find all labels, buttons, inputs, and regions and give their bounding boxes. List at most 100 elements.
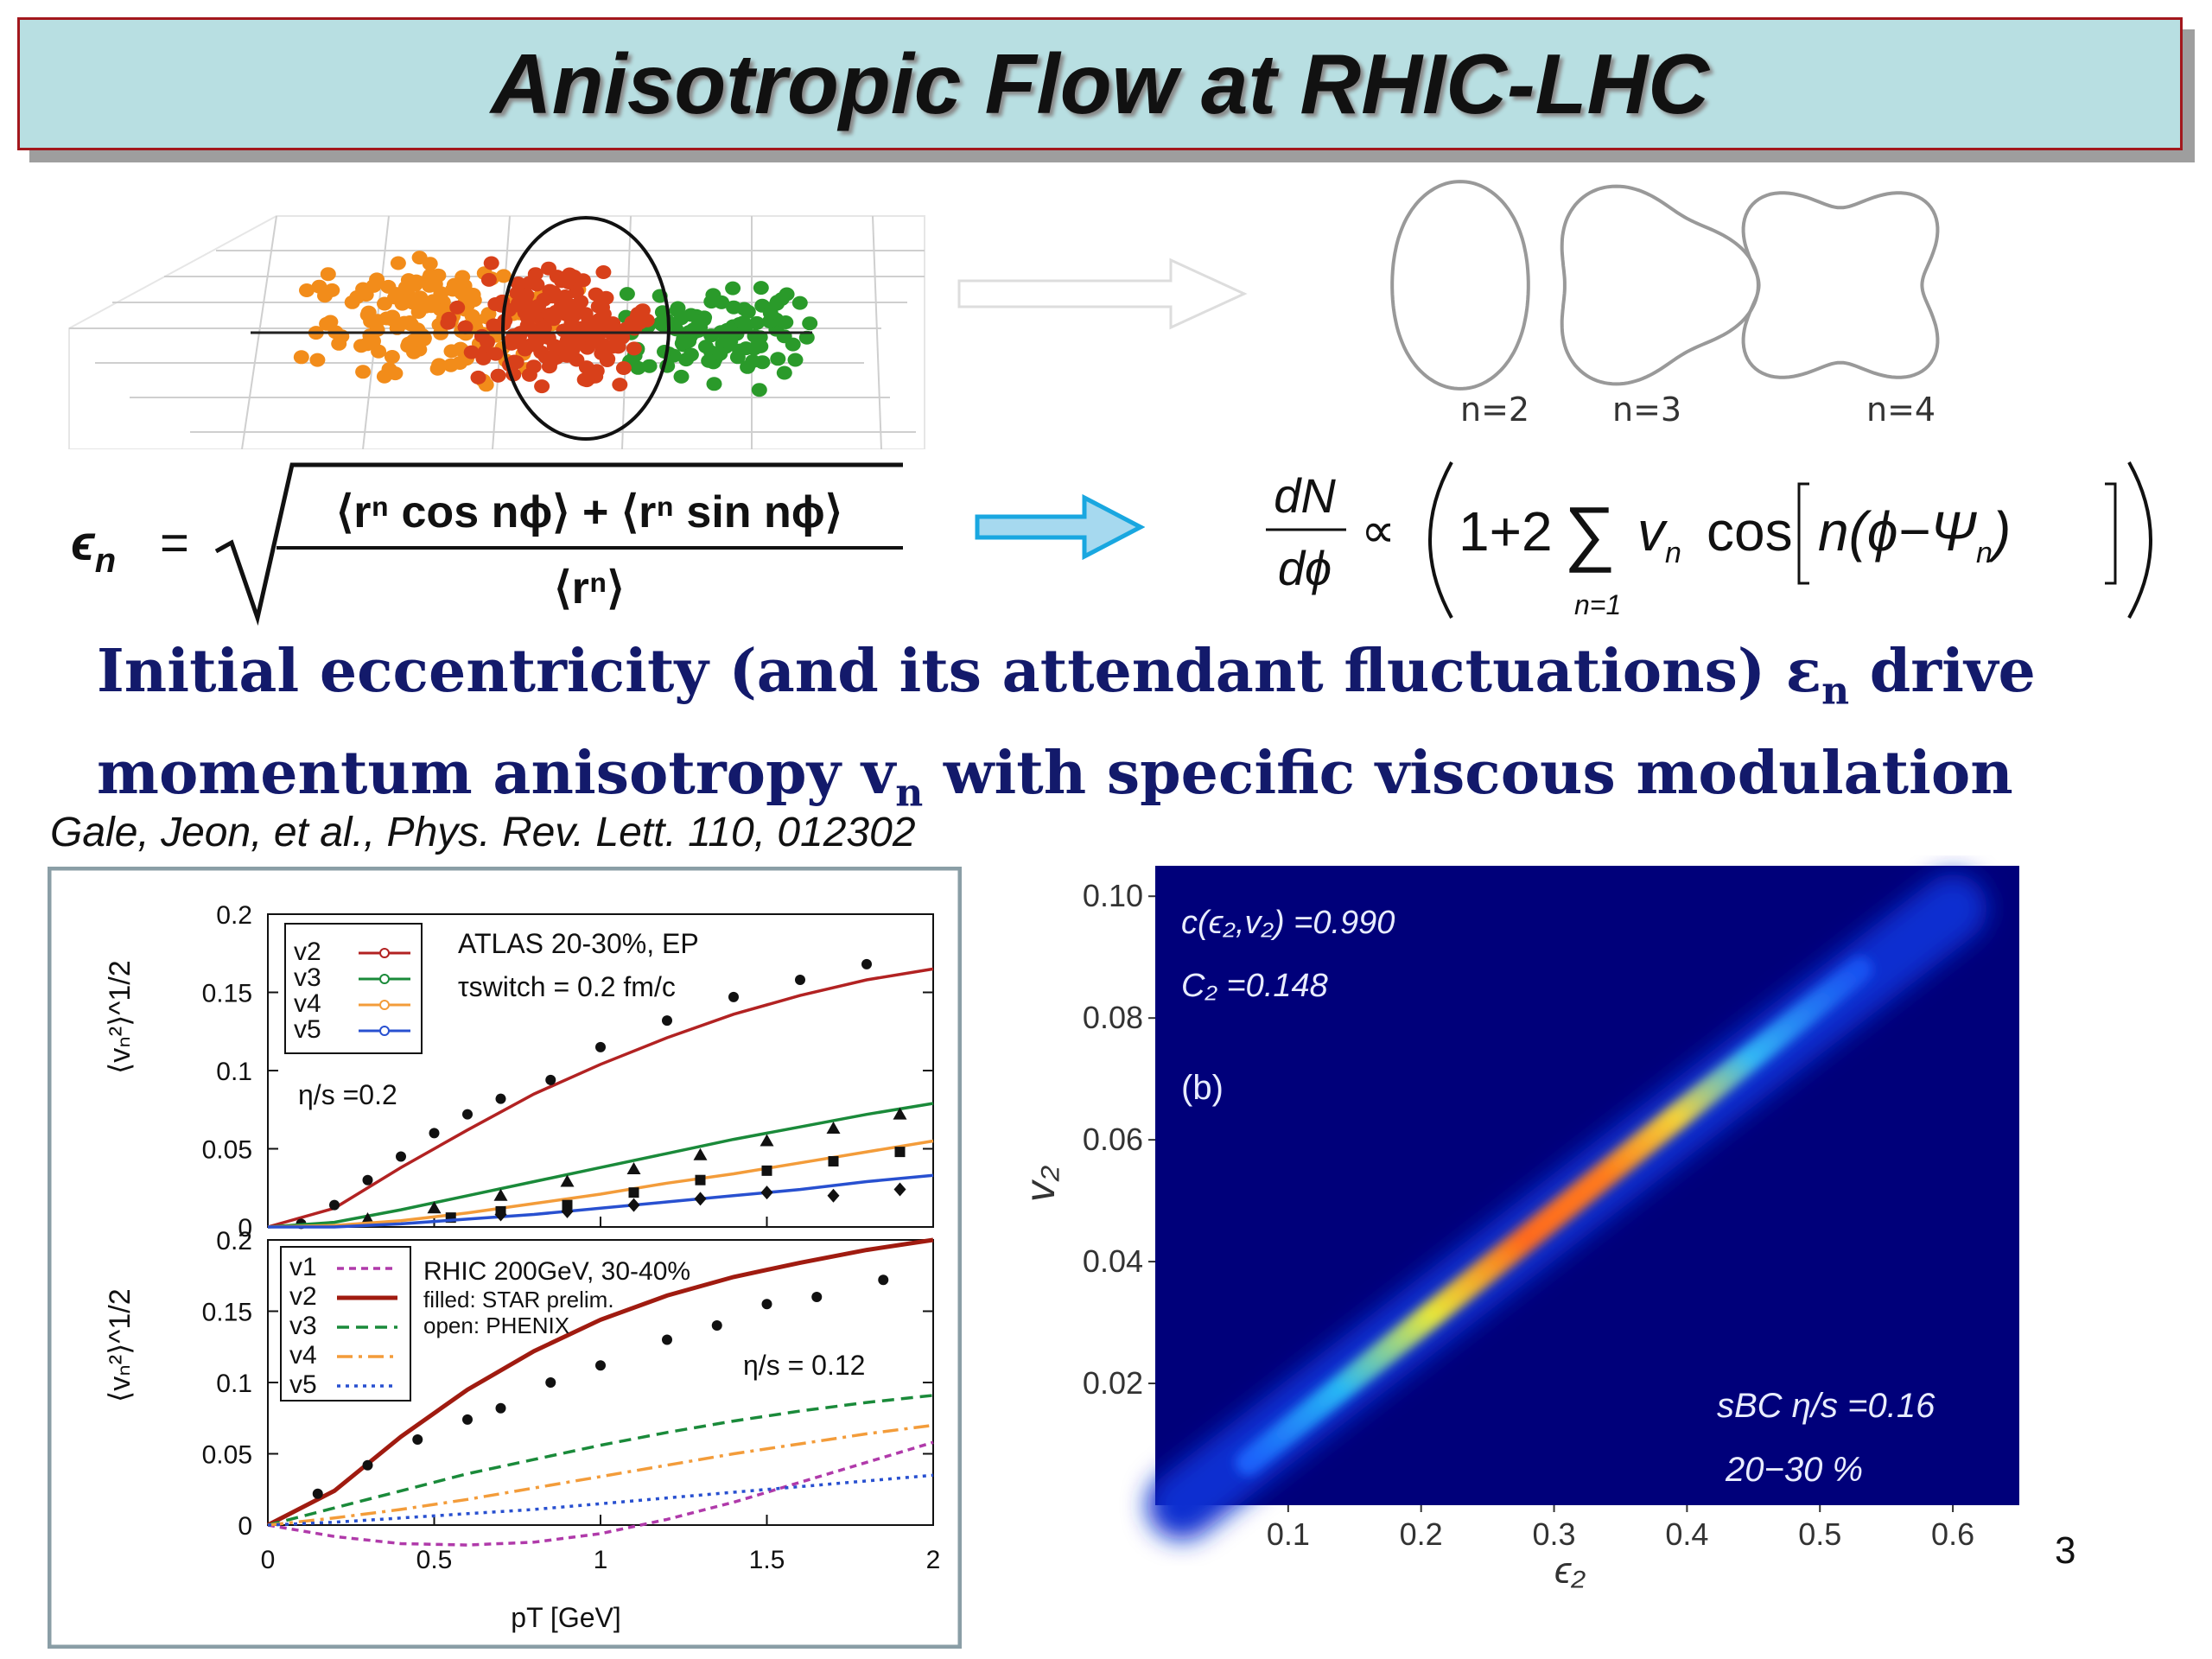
participant-dot xyxy=(457,320,474,334)
annotation: open: PHENIX xyxy=(423,1313,569,1338)
participant-dot xyxy=(701,353,717,368)
data-point xyxy=(878,1274,889,1286)
y-tick-label: 0.05 xyxy=(202,1441,252,1470)
participant-dot xyxy=(673,369,690,384)
participant-dot xyxy=(619,287,635,302)
participant-dot xyxy=(365,335,381,350)
data-point xyxy=(360,1211,375,1224)
participant-dot xyxy=(427,276,443,291)
main-statement: Initial eccentricity (and its attendant … xyxy=(97,631,2171,834)
annotation: η/s =0.2 xyxy=(298,1079,397,1110)
heatmap-band xyxy=(1235,956,1873,1476)
participant-dot xyxy=(423,299,439,314)
data-point xyxy=(462,1414,473,1425)
eq-dN: dN xyxy=(1274,468,1336,523)
x-tick-label: 1 xyxy=(594,1546,608,1574)
annotation: ATLAS 20-30%, EP xyxy=(458,928,699,959)
participant-dot xyxy=(776,365,792,380)
data-point xyxy=(795,975,805,986)
participant-dot xyxy=(387,366,404,381)
shape-n4 xyxy=(1741,191,1940,379)
eq-sum-index: n=1 xyxy=(1574,589,1621,620)
series-line-v4 xyxy=(267,1139,934,1229)
y-tick-label: 0 xyxy=(238,1512,252,1541)
participant-dot xyxy=(573,328,589,343)
heatmap-annotation: 20−30 % xyxy=(1725,1451,1863,1489)
series-line-v2 xyxy=(266,1237,934,1528)
participant-dot xyxy=(667,321,683,335)
eq-numerator: ⟨rⁿ cos nϕ⟩ + ⟨rⁿ sin nϕ⟩ xyxy=(336,487,842,537)
data-point xyxy=(711,1320,722,1331)
participant-dot xyxy=(787,353,804,367)
x-tick-label: 0 xyxy=(261,1546,276,1574)
participant-dot xyxy=(779,287,795,302)
participant-dot xyxy=(762,306,779,321)
eq-dphi: dϕ xyxy=(1278,541,1332,595)
x-tick-label: 1.5 xyxy=(749,1546,785,1574)
participant-dot xyxy=(541,261,556,276)
legend-label: v3 xyxy=(289,1312,317,1340)
participant-dot xyxy=(311,279,327,294)
participant-dot xyxy=(698,340,714,354)
data-point xyxy=(427,1201,442,1214)
participant-dot xyxy=(615,361,632,375)
participant-dot xyxy=(588,287,604,302)
participant-dot xyxy=(405,334,422,348)
y-tick-label: 0.04 xyxy=(1083,1243,1143,1279)
x-tick-label: 0.5 xyxy=(416,1546,453,1574)
participant-dot xyxy=(591,313,607,327)
overlap-ellipse xyxy=(501,216,671,441)
legend-marker xyxy=(379,1026,390,1036)
participant-dot xyxy=(594,346,610,360)
eq-sum: ∑ xyxy=(1564,492,1616,573)
bracket-left xyxy=(1797,482,1809,585)
participant-dot xyxy=(495,269,512,283)
statement-line-1: Initial eccentricity (and its attendant … xyxy=(97,637,2036,714)
participant-dot xyxy=(359,308,376,322)
eq-vn-sub: n xyxy=(1665,537,1681,569)
participant-dot xyxy=(384,312,400,327)
participant-dot xyxy=(802,316,818,331)
data-point xyxy=(760,1185,773,1200)
title-bar: Anisotropic Flow at RHIC-LHC xyxy=(17,17,2183,150)
participant-dot xyxy=(588,369,604,384)
data-point xyxy=(545,1074,556,1085)
participant-dot xyxy=(669,303,685,318)
heatmap-annotation: c(ϵ₂,v₂) =0.990 xyxy=(1181,905,1395,941)
participant-dot xyxy=(559,333,575,347)
series-line-v4 xyxy=(267,1423,934,1527)
participant-dot xyxy=(683,347,699,362)
heatmap-annotation: sBC η/s =0.16 xyxy=(1717,1387,1936,1425)
legend-label: v2 xyxy=(294,938,321,966)
participant-dot xyxy=(575,273,591,288)
y-tick-label: 0.15 xyxy=(202,980,252,1008)
shape-label-n2: n=2 xyxy=(1460,391,1530,429)
data-point xyxy=(761,1299,772,1310)
data-point xyxy=(396,1151,406,1162)
participant-dot xyxy=(737,320,753,334)
legend-label: v4 xyxy=(289,1341,317,1370)
participant-dot xyxy=(402,315,418,329)
svg-text:vn: vn xyxy=(1637,500,1681,569)
participant-dot xyxy=(785,337,801,352)
legend-box xyxy=(280,1246,411,1402)
svg-text:ϵn: ϵn xyxy=(71,515,116,580)
participant-dot xyxy=(474,328,490,343)
participant-dot xyxy=(320,267,336,282)
annotation: η/s = 0.12 xyxy=(743,1350,865,1381)
data-point xyxy=(628,1187,639,1198)
participant-dot xyxy=(309,353,326,367)
participant-dot xyxy=(595,265,612,279)
participant-dot xyxy=(429,361,446,376)
top-ylabel: ⟨vₙ²⟩^1/2 xyxy=(104,960,137,1074)
y-tick-label: 0.2 xyxy=(216,901,252,930)
legend-label: v5 xyxy=(289,1370,317,1399)
data-point xyxy=(545,1377,556,1388)
participant-dot xyxy=(525,359,542,374)
participant-dot xyxy=(355,365,372,379)
data-point xyxy=(694,1192,707,1206)
participant-dot xyxy=(556,301,573,315)
y-tick-label: 0.02 xyxy=(1083,1365,1143,1401)
participant-dot xyxy=(626,341,642,356)
